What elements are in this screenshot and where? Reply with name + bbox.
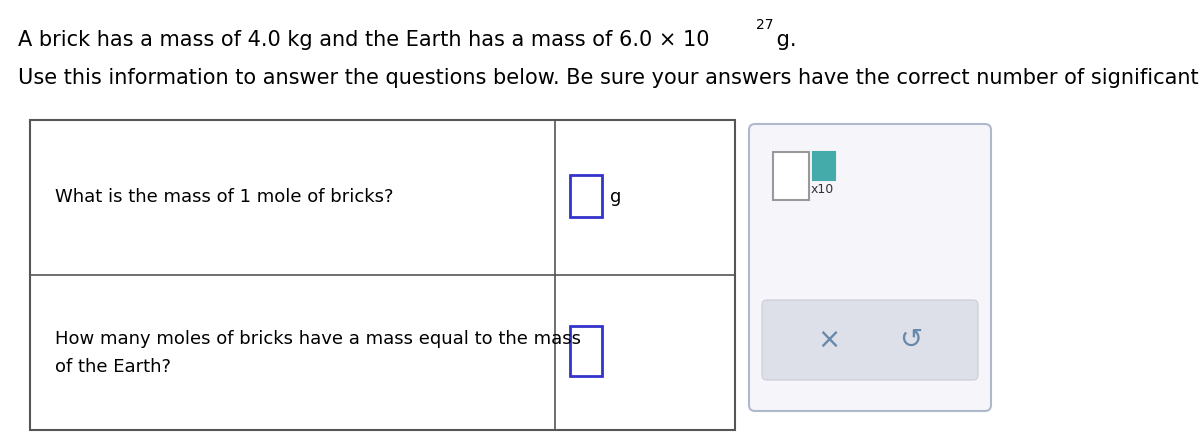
Text: g.: g. xyxy=(770,30,797,50)
Bar xyxy=(30,120,734,430)
Bar xyxy=(814,152,835,180)
Text: of the Earth?: of the Earth? xyxy=(55,357,172,375)
Text: x10: x10 xyxy=(811,183,834,196)
Text: Use this information to answer the questions below. Be sure your answers have th: Use this information to answer the quest… xyxy=(18,68,1200,88)
Bar xyxy=(773,152,809,200)
FancyBboxPatch shape xyxy=(749,124,991,411)
Bar xyxy=(570,326,602,377)
Text: How many moles of bricks have a mass equal to the mass: How many moles of bricks have a mass equ… xyxy=(55,330,581,348)
Bar xyxy=(570,176,602,217)
Text: What is the mass of 1 mole of bricks?: What is the mass of 1 mole of bricks? xyxy=(55,188,394,206)
FancyBboxPatch shape xyxy=(762,300,978,380)
Text: ×: × xyxy=(817,326,840,354)
Text: A brick has a mass of 4.0 kg and the Earth has a mass of 6.0 × 10: A brick has a mass of 4.0 kg and the Ear… xyxy=(18,30,709,50)
Text: g: g xyxy=(610,188,622,206)
Text: ↺: ↺ xyxy=(900,326,923,354)
Text: 27: 27 xyxy=(756,18,774,32)
